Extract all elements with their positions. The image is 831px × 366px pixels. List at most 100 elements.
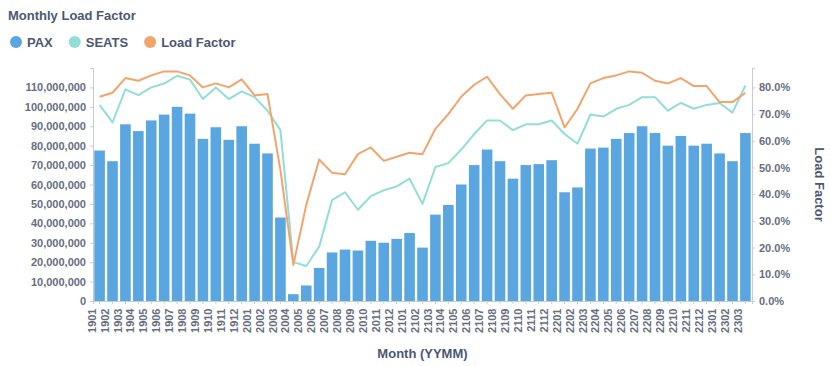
bar[interactable]: [327, 252, 338, 301]
bar[interactable]: [663, 146, 674, 301]
tick: 2106: [460, 301, 474, 333]
bar[interactable]: [624, 133, 635, 301]
tick-label: 2007: [318, 309, 330, 333]
bar[interactable]: [740, 133, 751, 301]
tick-mark: [629, 301, 630, 304]
bar[interactable]: [288, 294, 299, 301]
tick-mark: [719, 301, 720, 304]
legend-item[interactable]: PAX: [10, 35, 53, 50]
tick-mark: [228, 301, 229, 304]
bar[interactable]: [159, 115, 170, 301]
legend-item[interactable]: Load Factor: [144, 35, 235, 50]
bar[interactable]: [456, 185, 467, 302]
tick-label: 2102: [409, 309, 421, 333]
tick: 2009: [344, 301, 358, 333]
tick-label: 2303: [732, 309, 744, 333]
tick-label: 2301: [706, 309, 718, 333]
tick: 1901: [86, 301, 100, 333]
bar[interactable]: [469, 165, 480, 301]
tick-label: 0.0%: [759, 295, 784, 307]
bar[interactable]: [482, 150, 493, 301]
legend-item[interactable]: SEATS: [69, 35, 129, 50]
tick: 2002: [254, 301, 268, 333]
line[interactable]: [100, 71, 746, 265]
bar[interactable]: [120, 124, 131, 301]
bar[interactable]: [314, 268, 325, 301]
tick-mark: [138, 301, 139, 304]
tick-mark: [90, 243, 93, 244]
bar[interactable]: [133, 131, 144, 301]
bar[interactable]: [727, 161, 738, 301]
bar[interactable]: [301, 285, 312, 301]
bar[interactable]: [236, 126, 247, 301]
bar[interactable]: [559, 192, 570, 301]
tick-mark: [254, 301, 255, 304]
tick-label: 2205: [602, 309, 614, 333]
tick-mark: [732, 301, 733, 304]
bar[interactable]: [508, 179, 519, 301]
bar[interactable]: [94, 151, 105, 301]
bar[interactable]: [650, 133, 661, 301]
bar[interactable]: [637, 126, 648, 301]
bar[interactable]: [417, 248, 428, 301]
tick-mark: [280, 301, 281, 304]
tick: 2206: [615, 301, 629, 333]
tick-label: 110,000,000: [25, 81, 86, 93]
tick-mark: [752, 274, 755, 275]
bar[interactable]: [340, 250, 351, 301]
tick-mark: [90, 107, 93, 108]
tick: 1909: [189, 301, 203, 333]
bar[interactable]: [391, 239, 402, 301]
bar[interactable]: [688, 146, 699, 301]
bar[interactable]: [146, 120, 157, 301]
bar[interactable]: [598, 148, 609, 301]
bar[interactable]: [676, 136, 687, 301]
tick-label: 90,000,000: [31, 120, 86, 132]
bar[interactable]: [611, 139, 622, 301]
bar[interactable]: [533, 164, 544, 301]
bar[interactable]: [546, 160, 557, 301]
bar[interactable]: [353, 251, 364, 301]
tick-label: 1904: [124, 308, 136, 333]
bar[interactable]: [211, 127, 222, 301]
tick: 2001: [241, 301, 255, 333]
tick-mark: [90, 282, 93, 283]
bar[interactable]: [107, 161, 118, 301]
tick-mark: [90, 301, 93, 302]
tick-label: 2202: [564, 309, 576, 333]
bar[interactable]: [404, 233, 415, 301]
bar[interactable]: [430, 215, 441, 301]
bar[interactable]: [262, 153, 273, 301]
bar[interactable]: [378, 243, 389, 301]
y2-axis: 0.0%10.0%20.0%30.0%40.0%50.0%60.0%70.0%8…: [752, 69, 790, 308]
tick: 2008: [331, 301, 345, 333]
tick: 2112: [538, 301, 552, 332]
bar[interactable]: [185, 114, 196, 301]
bar[interactable]: [495, 161, 506, 301]
line[interactable]: [100, 76, 746, 266]
bar[interactable]: [172, 107, 183, 301]
bar[interactable]: [249, 144, 260, 301]
tick-label: 2112: [538, 309, 550, 333]
tick-mark: [499, 301, 500, 304]
bar[interactable]: [714, 153, 725, 301]
bar[interactable]: [521, 165, 532, 301]
tick-label: 30,000,000: [31, 237, 86, 249]
bar[interactable]: [701, 144, 712, 301]
legend-label: SEATS: [86, 35, 129, 50]
bar[interactable]: [198, 139, 209, 301]
tick-label: 60,000,000: [31, 179, 86, 191]
tick: 2209: [654, 301, 668, 333]
tick-mark: [267, 301, 268, 304]
bar[interactable]: [366, 241, 377, 301]
bar[interactable]: [572, 187, 583, 301]
tick-mark: [512, 301, 513, 304]
tick: 2107: [473, 301, 487, 333]
tick-mark: [293, 301, 294, 304]
bar[interactable]: [443, 205, 454, 301]
bar[interactable]: [275, 218, 286, 301]
tick-mark: [306, 301, 307, 304]
bar[interactable]: [585, 149, 596, 301]
bar[interactable]: [223, 140, 234, 301]
tick-label: 10.0%: [759, 268, 790, 280]
